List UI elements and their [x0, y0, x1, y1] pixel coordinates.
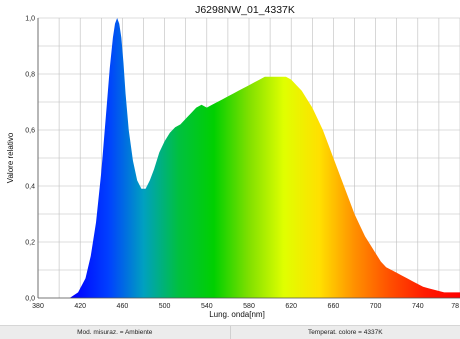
status-bar: Mod. misuraz. = Ambiente Temperat. color… — [0, 325, 460, 339]
x-axis-ticks: 380 420 460 500 540 580 620 660 700 740 78 — [32, 303, 459, 310]
y-axis-ticks: 0,0 0,2 0,4 0,6 0,8 1,0 — [25, 16, 35, 303]
x-tick-label: 620 — [285, 303, 297, 310]
x-tick-label: 540 — [201, 303, 213, 310]
y-tick-label: 1,0 — [25, 16, 35, 23]
y-tick-label: 0,0 — [25, 296, 35, 303]
y-tick-label: 0,2 — [25, 240, 35, 247]
spectrum-chart: J6298NW_01_4337K 380 420 460 500 540 580 620 66… — [0, 0, 460, 325]
status-measure-mode: Mod. misuraz. = Ambiente — [0, 326, 231, 339]
x-tick-label: 660 — [328, 303, 340, 310]
x-tick-label: 78 — [451, 303, 459, 310]
x-tick-label: 380 — [32, 303, 44, 310]
x-tick-label: 700 — [370, 303, 382, 310]
x-tick-label: 500 — [159, 303, 171, 310]
x-tick-label: 420 — [74, 303, 86, 310]
x-tick-label: 460 — [117, 303, 129, 310]
x-axis-title: Lung. onda[nm] — [209, 310, 265, 319]
status-color-temperature: Temperat. colore = 4337K — [231, 326, 460, 339]
y-tick-label: 0,4 — [25, 184, 35, 191]
y-tick-label: 0,6 — [25, 128, 35, 135]
chart-title: J6298NW_01_4337K — [195, 4, 295, 16]
x-tick-label: 740 — [412, 303, 424, 310]
x-tick-label: 580 — [243, 303, 255, 310]
y-axis-title: Valore relativo — [6, 132, 15, 183]
y-tick-label: 0,8 — [25, 72, 35, 79]
